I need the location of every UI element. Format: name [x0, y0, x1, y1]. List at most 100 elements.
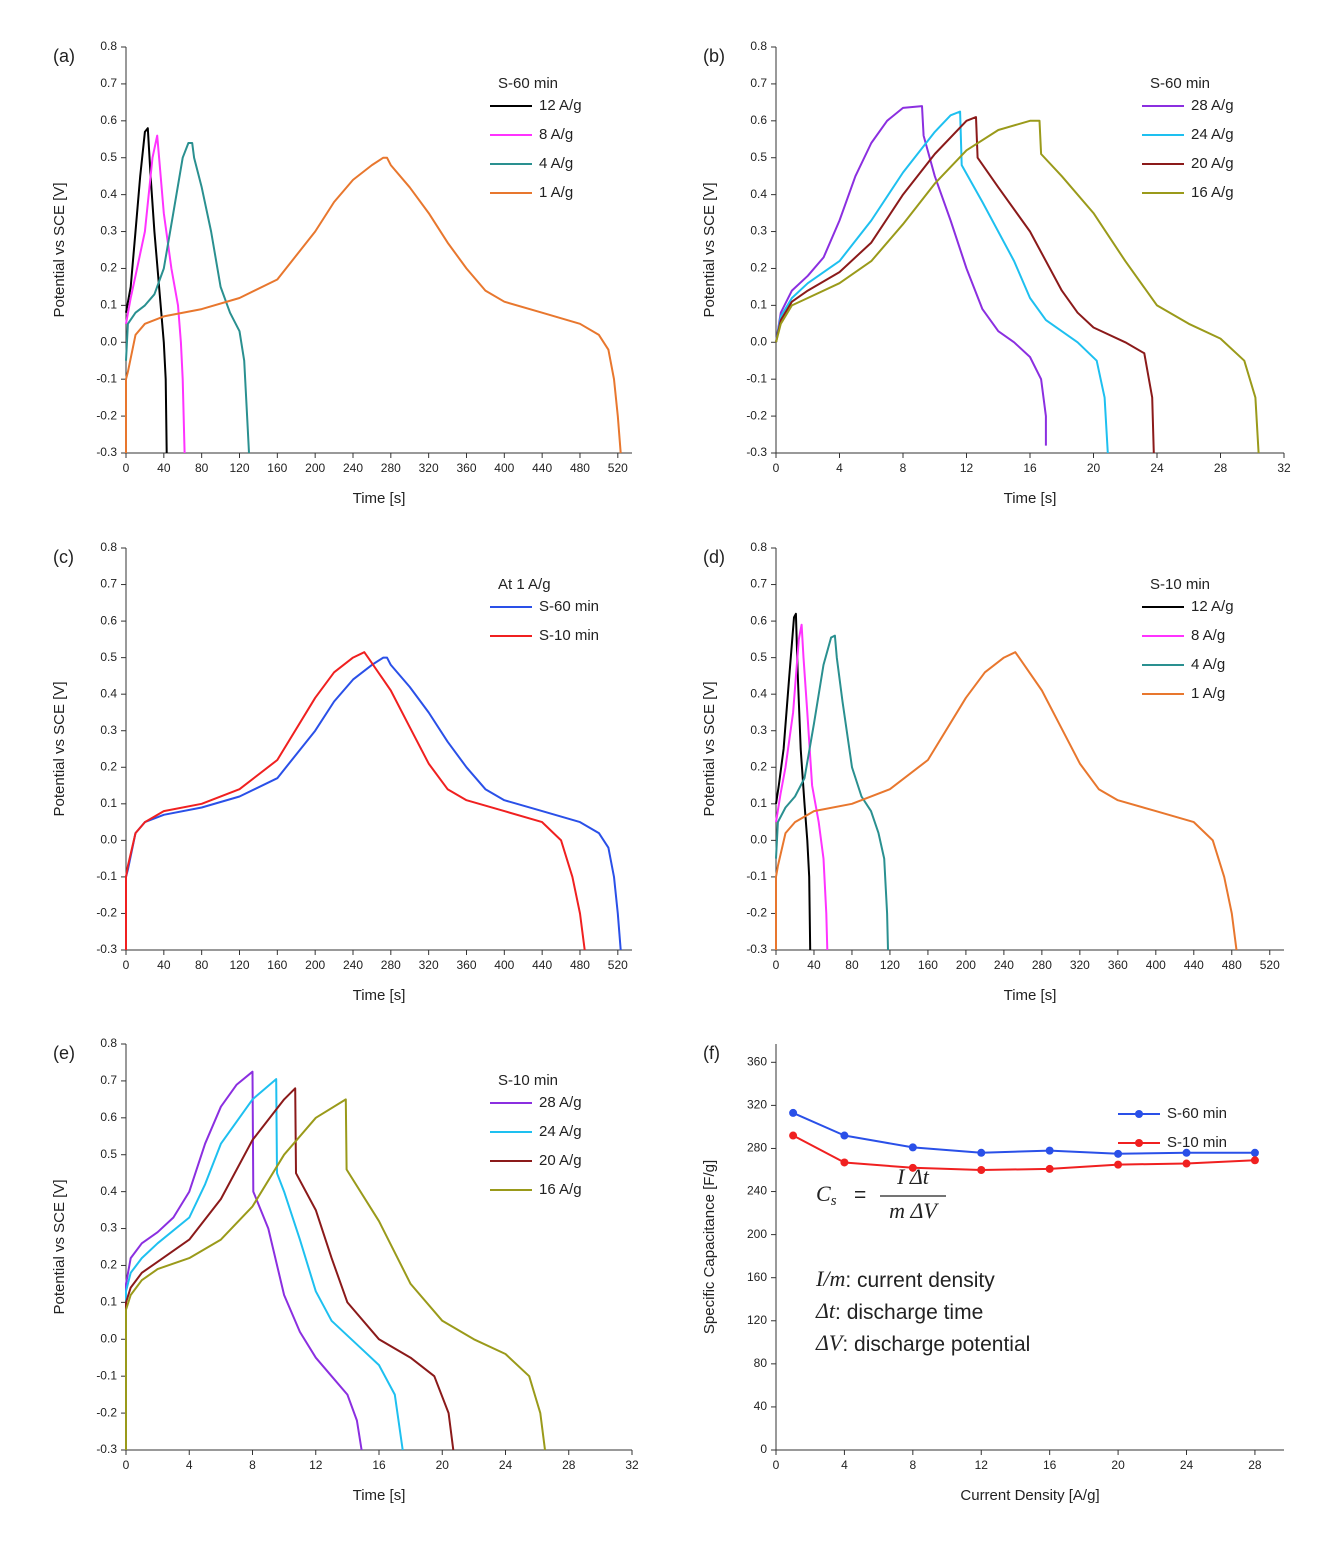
y-tick-label: -0.1	[746, 371, 767, 385]
panel-label: (f)	[703, 1043, 720, 1063]
series-line	[775, 623, 829, 951]
legend-title: S-60 min	[498, 75, 558, 92]
y-tick-label: 280	[747, 1141, 767, 1155]
y-tick-label: 160	[747, 1270, 767, 1284]
x-tick-label: 360	[456, 958, 476, 972]
series-line	[125, 651, 586, 951]
series-line	[775, 612, 812, 951]
y-tick-label: 0.4	[750, 187, 767, 201]
y-tick-label: -0.2	[96, 906, 117, 920]
x-axis-label: Time [s]	[353, 490, 406, 507]
x-tick-label: 160	[918, 958, 938, 972]
y-tick-label: -0.3	[746, 445, 767, 459]
x-tick-label: 0	[123, 1458, 130, 1472]
legend-label: 8 A/g	[1191, 627, 1225, 644]
x-tick-label: 280	[381, 958, 401, 972]
legend-label: 12 A/g	[539, 97, 582, 114]
series-line	[125, 1070, 363, 1451]
y-tick-label: 0.7	[750, 76, 767, 90]
x-tick-label: 360	[1108, 958, 1128, 972]
y-tick-label: 120	[747, 1313, 767, 1327]
x-tick-label: 240	[343, 958, 363, 972]
legend-label: S-10 min	[539, 627, 599, 644]
y-tick-label: 0.3	[750, 224, 767, 238]
y-tick-label: 0.2	[750, 759, 767, 773]
x-tick-label: 120	[229, 958, 249, 972]
x-tick-label: 120	[229, 461, 249, 475]
y-tick-label: 0.6	[100, 613, 117, 627]
x-tick-label: 120	[880, 958, 900, 972]
annotation-symbol: ΔV	[815, 1330, 845, 1355]
annotation: Δt: discharge time	[815, 1298, 983, 1324]
y-tick-label: -0.1	[96, 869, 117, 883]
data-point	[789, 1131, 798, 1140]
y-tick-label: -0.3	[96, 445, 117, 459]
x-tick-label: 20	[1087, 461, 1101, 475]
y-tick-label: 40	[754, 1399, 768, 1413]
y-tick-label: 0.8	[750, 540, 767, 554]
x-tick-label: 32	[1277, 461, 1291, 475]
y-tick-label: 0.5	[100, 1147, 117, 1161]
series-line	[775, 651, 1238, 951]
x-tick-label: 240	[994, 958, 1014, 972]
legend-label: 24 A/g	[539, 1123, 582, 1140]
y-tick-label: 0.2	[100, 261, 117, 275]
series-line	[125, 156, 622, 454]
x-tick-label: 16	[1043, 1458, 1057, 1472]
y-tick-label: 0.5	[100, 650, 117, 664]
legend-label: 4 A/g	[539, 155, 573, 172]
x-tick-label: 4	[841, 1458, 848, 1472]
y-tick-label: 0.4	[100, 1184, 117, 1198]
x-tick-label: 200	[305, 958, 325, 972]
y-tick-label: 0.4	[100, 686, 117, 700]
y-tick-label: 0.8	[100, 540, 117, 554]
data-point	[908, 1163, 917, 1172]
legend-label: 16 A/g	[1191, 184, 1234, 201]
panel: (a) 0 40 80 120 160 200 240 280 320 360 400 440 480 52…	[51, 39, 632, 507]
x-tick-label: 440	[532, 958, 552, 972]
series-line	[775, 634, 889, 951]
data-point	[840, 1131, 849, 1140]
x-tick-label: 8	[900, 461, 907, 475]
y-tick-label: 320	[747, 1098, 767, 1112]
legend-label: S-60 min	[539, 598, 599, 615]
formula-numerator: I Δt	[896, 1164, 930, 1189]
y-tick-label: 0.0	[750, 833, 767, 847]
y-tick-label: 0.0	[100, 833, 117, 847]
x-tick-label: 20	[1111, 1458, 1125, 1472]
y-axis-label: Potential vs SCE [V]	[51, 1179, 68, 1314]
x-tick-label: 480	[570, 958, 590, 972]
x-tick-label: 0	[123, 958, 130, 972]
annotation-text: : discharge time	[835, 1301, 983, 1324]
y-tick-label: 200	[747, 1227, 767, 1241]
legend-marker	[1135, 1139, 1143, 1147]
x-tick-label: 440	[1184, 958, 1204, 972]
x-tick-label: 320	[419, 461, 439, 475]
panel: (e) 0 4 8 12 16 20 24 28 32 -0.3 -0.2 -0.1 0.0 0.1 0.2 0…	[51, 1036, 639, 1504]
y-tick-label: -0.2	[96, 1405, 117, 1419]
y-tick-label: 0.0	[750, 334, 767, 348]
y-tick-label: 0.6	[750, 613, 767, 627]
legend-label: S-10 min	[1167, 1134, 1227, 1151]
x-tick-label: 0	[773, 461, 780, 475]
y-tick-label: 0	[760, 1442, 767, 1456]
x-tick-label: 8	[909, 1458, 916, 1472]
x-tick-label: 80	[195, 461, 209, 475]
panel: (c) 0 40 80 120 160 200 240 280 320 360 400 440 480 52…	[51, 540, 632, 1004]
series-line	[125, 1098, 546, 1451]
legend-label: S-60 min	[1167, 1105, 1227, 1122]
data-point	[1182, 1148, 1191, 1157]
data-point	[1045, 1146, 1054, 1155]
x-tick-label: 40	[157, 461, 171, 475]
y-tick-label: -0.2	[96, 408, 117, 422]
x-tick-label: 480	[1222, 958, 1242, 972]
x-tick-label: 400	[494, 461, 514, 475]
x-tick-label: 80	[195, 958, 209, 972]
y-tick-label: 0.6	[750, 113, 767, 127]
series-line	[775, 116, 1155, 454]
y-tick-label: 0.4	[100, 187, 117, 201]
x-tick-label: 24	[1150, 461, 1164, 475]
y-axis-label: Specific Capacitance [F/g]	[701, 1160, 718, 1334]
annotation-symbol: I/m	[815, 1266, 845, 1291]
